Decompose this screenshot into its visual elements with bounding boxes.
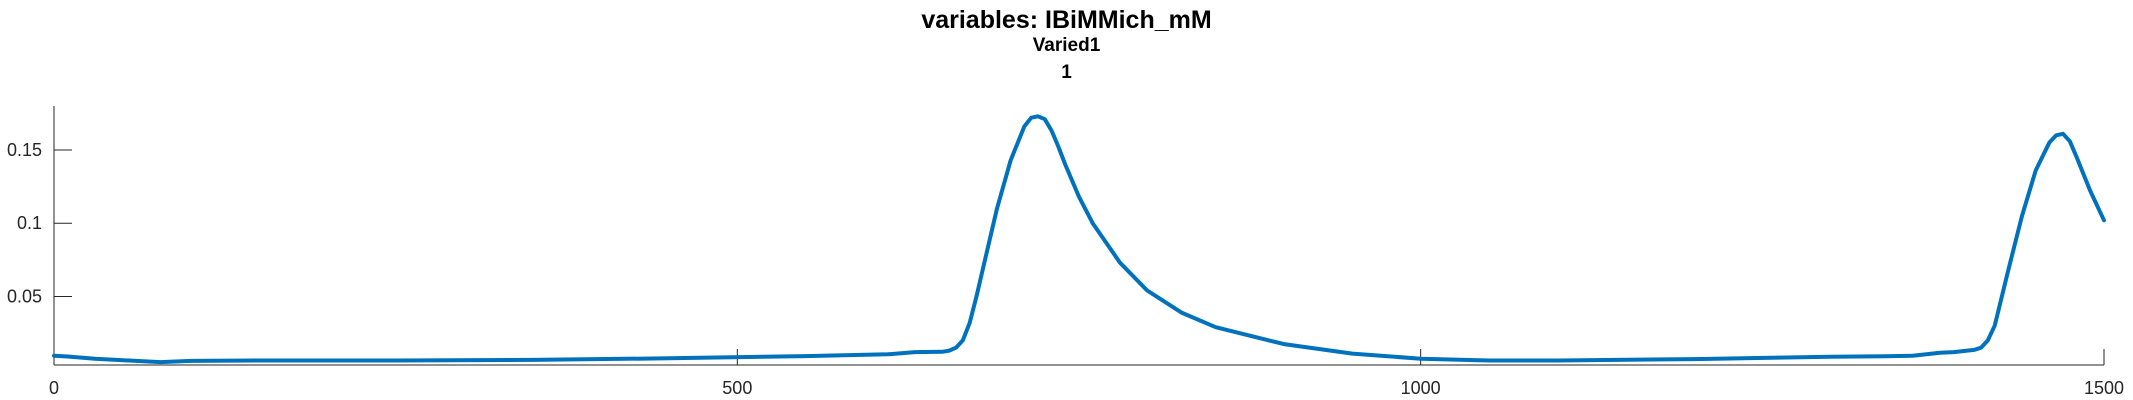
y-tick-label: 0.15 [7, 140, 42, 160]
series-line [52, 114, 2106, 365]
x-tick-label: 1500 [2084, 378, 2124, 398]
chart-subtitle: Varied1 [1032, 35, 1101, 56]
x-tick-label: 1000 [1401, 378, 1441, 398]
chart-subtitle-index: 1 [1061, 62, 1072, 83]
x-tick-label: 500 [722, 378, 752, 398]
chart-title: variables: IBiMMich_mM [921, 6, 1212, 34]
y-tick-label: 0.05 [7, 286, 42, 306]
y-tick-label: 0.1 [17, 213, 42, 233]
x-tick-label: 0 [49, 378, 59, 398]
